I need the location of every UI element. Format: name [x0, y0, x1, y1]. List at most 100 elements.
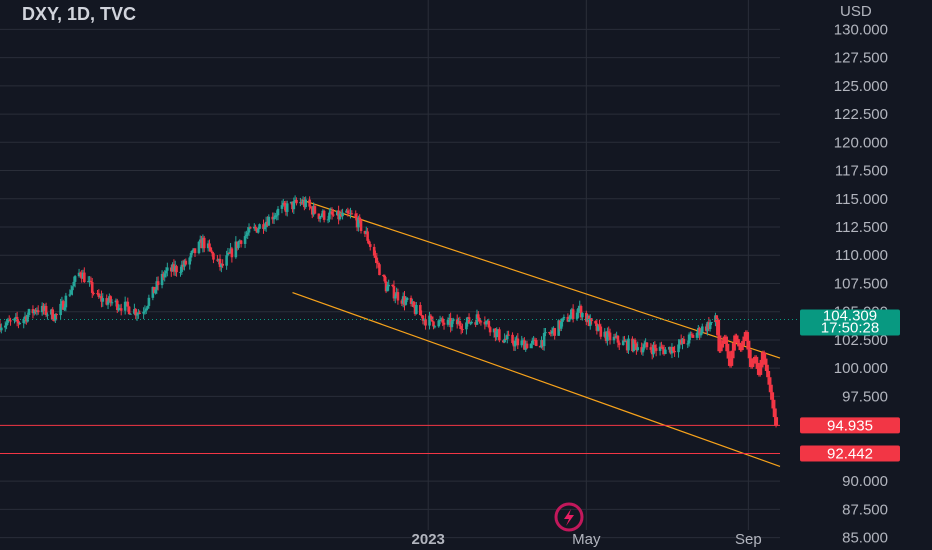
candle-up: [627, 338, 630, 351]
price-tick-label: 87.500: [842, 501, 888, 518]
candle-down: [382, 275, 385, 277]
projection-candle: [720, 343, 725, 348]
candle-up: [123, 301, 127, 311]
candle-down: [36, 310, 40, 313]
candle-up: [329, 211, 333, 213]
level-2-value: 92.442: [827, 446, 873, 463]
candle-up: [60, 301, 64, 304]
candle-down: [479, 321, 483, 323]
price-candles: [0, 195, 719, 360]
projection-candle: [759, 359, 764, 368]
candle-down: [322, 210, 326, 220]
candle-down: [661, 346, 665, 350]
candle-up: [171, 264, 174, 272]
candle-up: [658, 346, 662, 351]
candle-down: [92, 292, 95, 294]
price-tick-label: 102.500: [834, 332, 888, 349]
candle-up: [14, 316, 18, 319]
horizontal-levels[interactable]: [0, 424, 780, 455]
candle-down: [476, 314, 480, 319]
lightning-bolt-icon[interactable]: [554, 502, 584, 532]
candle-down: [152, 286, 156, 294]
candle-up: [328, 212, 331, 220]
candle-up: [581, 312, 584, 318]
price-tick-label: 120.000: [834, 134, 888, 151]
candle-up: [520, 340, 524, 346]
candle-down: [691, 334, 695, 338]
candle-down: [449, 318, 452, 328]
price-axis[interactable]: 130.000 127.500 125.000 122.500 120.000 117.5…: [834, 21, 888, 546]
grid-lines: [0, 0, 780, 539]
candle-down: [175, 266, 178, 273]
projection-candle: [751, 360, 756, 364]
candle-up: [40, 305, 44, 313]
projection-candle: [717, 335, 722, 352]
projection-candle: [768, 384, 773, 393]
projection-candle: [771, 399, 776, 409]
candle-up: [404, 300, 408, 305]
candle-up: [318, 216, 322, 219]
candle-up: [98, 296, 102, 298]
candle-up: [446, 319, 450, 325]
price-tick-label: 85.000: [842, 530, 888, 547]
candle-up: [133, 309, 136, 314]
candle-down: [690, 334, 694, 336]
candle-up: [5, 322, 8, 326]
projection-candle: [735, 339, 740, 343]
candle-up: [515, 338, 518, 341]
candle-up: [73, 276, 77, 282]
candle-down: [212, 253, 215, 260]
projection-candle: [721, 340, 726, 344]
candle-down: [7, 319, 11, 321]
candle-down: [534, 340, 538, 346]
candle-up: [596, 324, 600, 331]
candle-up: [606, 331, 609, 341]
candle-up: [321, 210, 325, 217]
candle-down: [9, 320, 12, 322]
candle-up: [304, 199, 307, 208]
candle-up: [338, 213, 342, 220]
candle-down: [616, 335, 620, 343]
candle-down: [548, 332, 551, 334]
candle-up: [312, 206, 315, 215]
candle-down: [181, 264, 185, 267]
candle-down: [614, 336, 617, 338]
candle-down: [599, 326, 603, 337]
projection-candle: [763, 358, 768, 365]
projection-candle: [766, 370, 771, 378]
candle-up: [521, 340, 525, 342]
candle-down: [623, 340, 626, 342]
candle-down: [249, 227, 252, 229]
channel-upper-line: [301, 199, 781, 359]
candle-up: [681, 338, 684, 344]
trend-channel[interactable]: [292, 199, 781, 467]
candle-down: [295, 199, 298, 204]
candle-up: [540, 340, 543, 348]
candle-down: [0, 324, 2, 331]
time-axis[interactable]: 2023 May Sep: [412, 531, 762, 548]
candle-down: [89, 280, 93, 283]
candle-up: [50, 309, 53, 315]
candle-down: [34, 310, 37, 312]
candle-down: [83, 272, 86, 283]
candle-down: [44, 306, 48, 316]
candle-up: [22, 318, 26, 323]
candle-down: [633, 339, 637, 344]
candle-up: [166, 267, 169, 271]
candle-up: [81, 272, 85, 279]
candle-up: [415, 305, 418, 314]
candle-down: [61, 301, 65, 310]
candle-up: [557, 320, 560, 336]
candle-down: [649, 347, 653, 350]
level-1-tag: [800, 417, 900, 434]
candle-up: [163, 273, 166, 278]
candle-down: [339, 213, 343, 217]
projection-candle: [741, 341, 746, 346]
candle-down: [455, 318, 459, 325]
projection-candle: [758, 367, 763, 375]
candle-down: [317, 213, 321, 219]
candle-up: [708, 322, 712, 329]
candle-up: [335, 210, 339, 216]
candle-down: [235, 241, 239, 248]
